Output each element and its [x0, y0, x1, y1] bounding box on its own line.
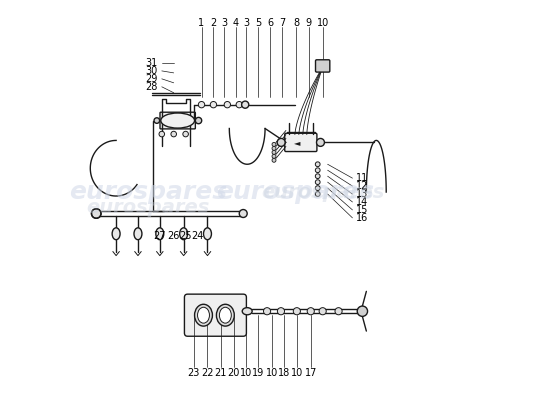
Text: 12: 12 — [356, 181, 369, 191]
Circle shape — [224, 102, 230, 108]
Text: 16: 16 — [356, 213, 369, 223]
Circle shape — [307, 308, 315, 315]
Text: 18: 18 — [278, 368, 290, 378]
Circle shape — [315, 168, 320, 172]
Circle shape — [315, 180, 320, 184]
Ellipse shape — [180, 228, 188, 240]
FancyBboxPatch shape — [316, 60, 330, 72]
Ellipse shape — [112, 228, 120, 240]
Circle shape — [358, 306, 367, 316]
Text: 7: 7 — [279, 18, 285, 28]
Circle shape — [210, 102, 217, 108]
Circle shape — [335, 308, 342, 315]
Text: eurospares: eurospares — [69, 180, 227, 204]
Text: 11: 11 — [356, 173, 369, 183]
Text: 6: 6 — [267, 18, 273, 28]
Text: 10: 10 — [317, 18, 329, 28]
Circle shape — [154, 118, 160, 123]
Text: 10: 10 — [239, 368, 252, 378]
Text: 27: 27 — [153, 231, 166, 241]
Circle shape — [277, 308, 284, 315]
Circle shape — [272, 142, 276, 146]
Text: 3: 3 — [221, 18, 227, 28]
Circle shape — [316, 138, 324, 146]
Text: 15: 15 — [356, 205, 369, 215]
Circle shape — [241, 101, 249, 108]
Circle shape — [159, 131, 164, 137]
Circle shape — [315, 186, 320, 190]
FancyBboxPatch shape — [285, 133, 317, 152]
Text: 25: 25 — [179, 231, 192, 241]
Text: 28: 28 — [146, 82, 158, 92]
Circle shape — [272, 154, 276, 158]
Ellipse shape — [156, 228, 164, 240]
Text: 2: 2 — [210, 18, 217, 28]
Ellipse shape — [204, 228, 211, 240]
Text: 13: 13 — [356, 189, 369, 199]
Circle shape — [91, 209, 101, 218]
FancyBboxPatch shape — [184, 294, 246, 336]
Text: 29: 29 — [146, 74, 158, 84]
Text: 5: 5 — [255, 18, 261, 28]
Ellipse shape — [134, 228, 142, 240]
Text: 30: 30 — [146, 66, 158, 76]
Text: 20: 20 — [228, 368, 240, 378]
Text: 23: 23 — [188, 368, 200, 378]
Text: eurospares: eurospares — [216, 180, 374, 204]
Text: 3: 3 — [243, 18, 250, 28]
Text: 21: 21 — [214, 368, 227, 378]
Circle shape — [277, 138, 285, 146]
Circle shape — [239, 210, 247, 218]
Text: 17: 17 — [305, 368, 317, 378]
Circle shape — [272, 158, 276, 162]
Text: 8: 8 — [293, 18, 299, 28]
Ellipse shape — [197, 307, 210, 323]
Circle shape — [272, 146, 276, 150]
Text: 26: 26 — [168, 231, 180, 241]
Circle shape — [171, 131, 177, 137]
Text: 10: 10 — [291, 368, 304, 378]
Circle shape — [319, 308, 326, 315]
Circle shape — [272, 150, 276, 154]
Text: 19: 19 — [252, 368, 265, 378]
Circle shape — [315, 192, 320, 196]
Text: 10: 10 — [266, 368, 278, 378]
Ellipse shape — [219, 307, 232, 323]
Circle shape — [195, 117, 202, 124]
Circle shape — [183, 131, 189, 137]
Circle shape — [315, 162, 320, 167]
Text: eurospares: eurospares — [261, 182, 384, 202]
Circle shape — [236, 102, 243, 108]
Text: 24: 24 — [191, 231, 204, 241]
Ellipse shape — [195, 304, 212, 326]
Text: eurospares: eurospares — [86, 198, 210, 218]
Text: 9: 9 — [306, 18, 312, 28]
Ellipse shape — [161, 113, 195, 128]
Circle shape — [263, 308, 271, 315]
Text: 1: 1 — [199, 18, 205, 28]
Text: 14: 14 — [356, 197, 369, 207]
Text: ◄: ◄ — [294, 138, 300, 147]
Text: 22: 22 — [201, 368, 214, 378]
Circle shape — [315, 174, 320, 178]
FancyBboxPatch shape — [160, 112, 195, 129]
Ellipse shape — [216, 304, 234, 326]
Ellipse shape — [242, 308, 252, 315]
Text: 31: 31 — [146, 58, 158, 68]
Circle shape — [293, 308, 300, 315]
Circle shape — [199, 102, 205, 108]
Text: 4: 4 — [233, 18, 239, 28]
